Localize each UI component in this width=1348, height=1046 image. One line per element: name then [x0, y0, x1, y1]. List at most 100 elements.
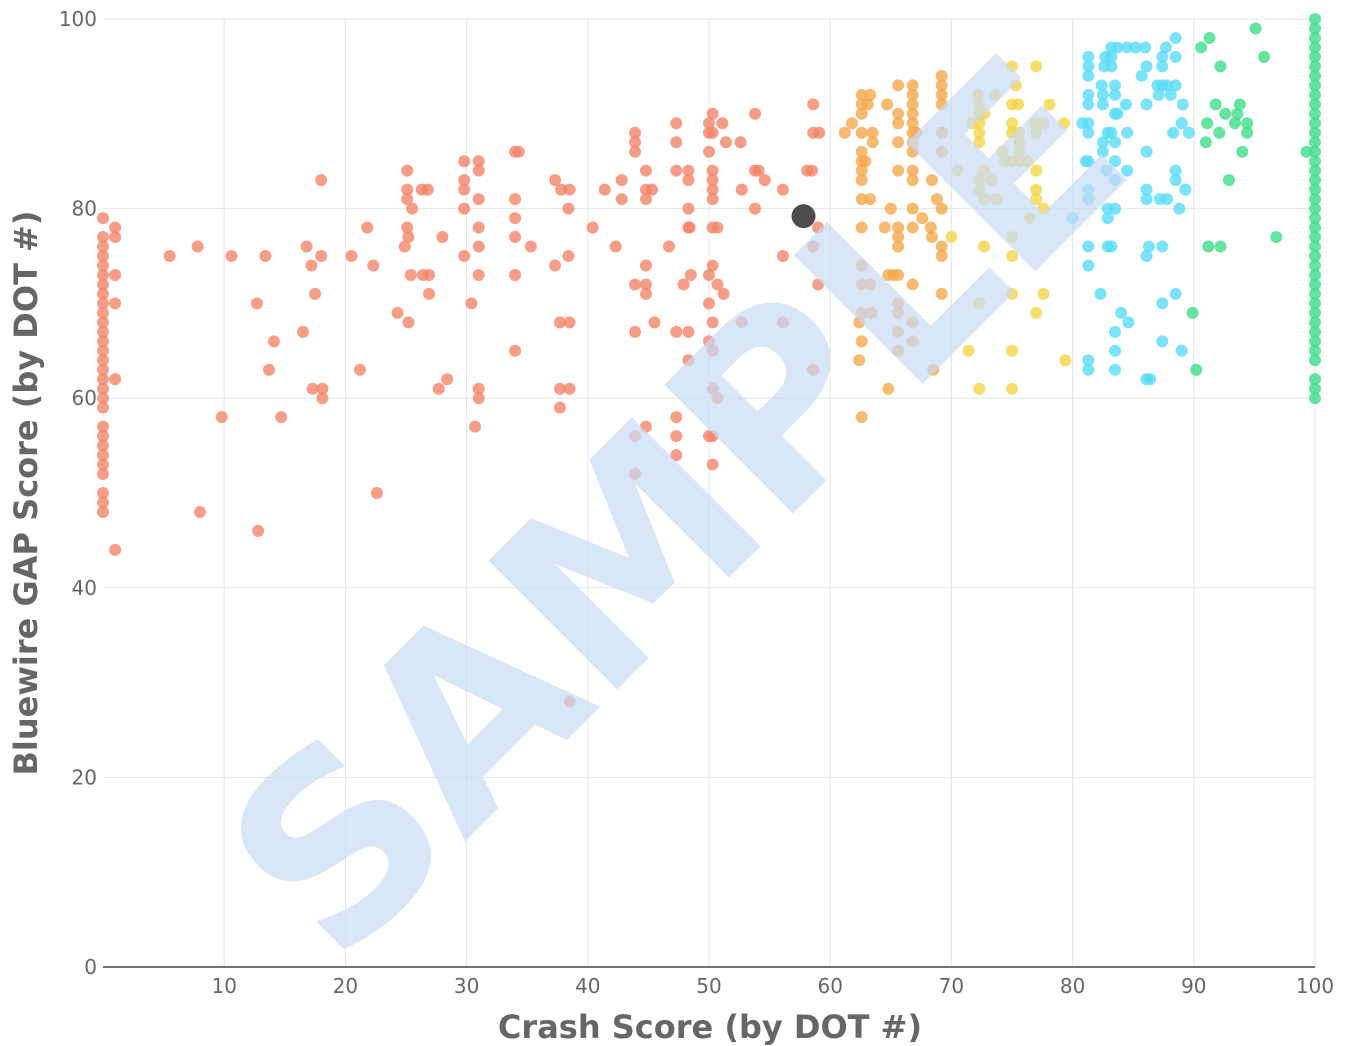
point: [1309, 183, 1321, 196]
point: [1309, 250, 1321, 262]
point: [639, 287, 652, 300]
point: [1309, 306, 1321, 319]
point: [1096, 136, 1109, 149]
point: [1195, 41, 1208, 54]
point: [472, 392, 485, 405]
point: [472, 382, 485, 395]
point: [1006, 250, 1018, 262]
point: [1096, 145, 1109, 158]
point: [892, 297, 905, 310]
point: [855, 126, 868, 139]
point: [1309, 69, 1321, 82]
point: [615, 193, 628, 206]
point: [1140, 193, 1153, 206]
point: [807, 98, 820, 111]
watermark: SAMPLE: [173, 3, 1182, 1012]
point: [1309, 60, 1321, 73]
point: [892, 240, 905, 253]
point: [1105, 60, 1118, 73]
point: [267, 335, 280, 348]
point: [629, 325, 642, 338]
point: [315, 174, 328, 187]
point: [1309, 240, 1321, 253]
point: [639, 278, 652, 291]
point: [629, 468, 642, 481]
x-tick-label: 60: [817, 974, 842, 998]
point: [404, 268, 417, 281]
point: [855, 335, 868, 348]
point: [1209, 98, 1222, 111]
point: [563, 695, 576, 708]
point: [563, 316, 576, 329]
point: [109, 221, 122, 234]
point: [1029, 117, 1042, 130]
y-tick-label: 100: [59, 7, 97, 31]
point: [361, 221, 374, 234]
point: [549, 174, 562, 187]
point: [316, 392, 329, 405]
point: [1030, 126, 1043, 139]
point: [1167, 126, 1180, 139]
point: [1164, 88, 1177, 101]
point: [1030, 183, 1043, 196]
point: [1144, 373, 1157, 386]
point: [458, 250, 471, 262]
point: [935, 202, 948, 215]
point: [716, 117, 729, 130]
point: [353, 363, 366, 376]
point: [97, 468, 109, 481]
point: [1309, 50, 1321, 63]
point: [472, 240, 485, 253]
point: [1309, 373, 1321, 386]
point: [1082, 126, 1095, 139]
point: [812, 278, 825, 291]
point: [935, 250, 948, 262]
point: [296, 325, 309, 338]
point: [1309, 297, 1321, 310]
point: [97, 335, 109, 348]
point: [752, 164, 765, 177]
point: [1169, 79, 1182, 92]
point: [509, 268, 522, 281]
point: [1006, 231, 1018, 244]
point: [367, 259, 380, 272]
point: [706, 107, 719, 120]
point: [749, 107, 762, 120]
point: [109, 231, 122, 244]
point: [1122, 316, 1135, 329]
point: [306, 382, 319, 395]
point: [1309, 107, 1321, 120]
point: [97, 250, 109, 262]
point: [892, 221, 905, 234]
point: [1156, 60, 1169, 73]
point: [973, 98, 986, 111]
point: [892, 325, 905, 338]
point: [706, 458, 719, 471]
point: [855, 278, 868, 291]
point: [1236, 145, 1249, 158]
point: [1309, 392, 1321, 405]
point: [1156, 335, 1169, 348]
point: [706, 259, 719, 272]
point: [315, 250, 328, 262]
point: [1082, 50, 1095, 63]
point: [97, 430, 109, 443]
point: [646, 183, 659, 196]
point: [853, 354, 866, 367]
point: [935, 240, 948, 253]
point: [711, 392, 724, 405]
point: [1309, 354, 1321, 367]
point: [215, 411, 228, 424]
axes: 10 20 30 40 50 60 70 80 90 100 0 20 40 60 80 100: [59, 7, 1334, 998]
point: [973, 117, 986, 130]
point: [423, 287, 436, 300]
point: [1309, 259, 1321, 272]
point: [1309, 136, 1321, 149]
point: [973, 174, 986, 187]
point: [1169, 287, 1182, 300]
point: [892, 164, 905, 177]
point: [191, 240, 204, 253]
x-axis-title: Crash Score (by DOT #): [498, 1008, 922, 1046]
point: [703, 268, 715, 281]
point: [1111, 107, 1124, 120]
